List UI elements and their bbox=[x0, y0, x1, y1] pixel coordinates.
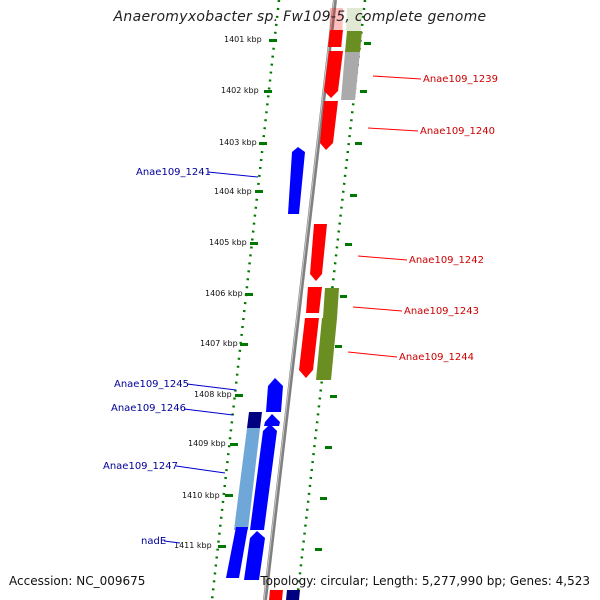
gene-anae109-1239[interactable] bbox=[324, 51, 343, 98]
reverse-gene-labels: Anae109_1241 Anae109_1245 Anae109_1246 A… bbox=[103, 167, 211, 547]
gene-label-anae109-1243[interactable]: Anae109_1243 bbox=[404, 306, 479, 317]
kbp-ticks bbox=[218, 39, 277, 548]
topology-label: Topology: circular; Length: 5,277,990 bp… bbox=[260, 574, 590, 588]
gene-anae109-1244[interactable] bbox=[299, 318, 319, 378]
gene-label-anae109-1242[interactable]: Anae109_1242 bbox=[409, 255, 484, 266]
gene-nade[interactable] bbox=[226, 527, 248, 578]
tick-1405 bbox=[250, 242, 258, 245]
tick-1411 bbox=[218, 545, 226, 548]
tick-1403 bbox=[259, 142, 267, 145]
genome-axis bbox=[263, 0, 337, 600]
gene-bottom-red[interactable] bbox=[269, 590, 283, 600]
cds-top-olive bbox=[345, 31, 362, 52]
gene-label-anae109-1246[interactable]: Anae109_1246 bbox=[111, 403, 186, 414]
kbp-label: 1410 kbp bbox=[182, 491, 220, 500]
kbp-label: 1411 kbp bbox=[174, 541, 212, 550]
kbp-label: 1403 kbp bbox=[219, 138, 257, 147]
gene-label-anae109-1241[interactable]: Anae109_1241 bbox=[136, 167, 211, 178]
gene-label-anae109-1239[interactable]: Anae109_1239 bbox=[423, 74, 498, 85]
tick-1406 bbox=[245, 293, 253, 296]
gene-label-anae109-1244[interactable]: Anae109_1244 bbox=[399, 352, 474, 363]
gene-label-anae109-1240[interactable]: Anae109_1240 bbox=[420, 126, 495, 137]
tick-1407 bbox=[240, 343, 248, 346]
forward-gene-labels: Anae109_1239 Anae109_1240 Anae109_1242 A… bbox=[399, 74, 498, 363]
cds-olive-1244 bbox=[316, 318, 337, 380]
reverse-strand-genes bbox=[226, 147, 305, 580]
right-rail-ticks bbox=[315, 42, 371, 551]
gene-label-anae109-1245[interactable]: Anae109_1245 bbox=[114, 379, 189, 390]
kbp-label: 1408 kbp bbox=[194, 390, 232, 399]
gene-anae109-1243[interactable] bbox=[306, 287, 322, 313]
kbp-label: 1406 kbp bbox=[205, 289, 243, 298]
tick-1402 bbox=[264, 90, 272, 93]
kbp-label: 1404 kbp bbox=[214, 187, 252, 196]
gene-anae109-1246-upper[interactable] bbox=[264, 414, 280, 426]
accession-label: Accession: NC_009675 bbox=[9, 574, 146, 588]
cds-grey bbox=[341, 52, 360, 100]
page-title: Anaeromyxobacter sp. Fw109-5, complete g… bbox=[113, 9, 487, 25]
tick-1401 bbox=[269, 39, 277, 42]
cds-top-olive-faint bbox=[346, 8, 362, 31]
kbp-labels: 1401 kbp 1402 kbp 1403 kbp 1404 kbp 1405… bbox=[174, 35, 262, 550]
gene-anae109-1241[interactable] bbox=[288, 147, 305, 214]
cds-features bbox=[286, 8, 362, 600]
gene-anae109-1247-shadow bbox=[234, 428, 260, 530]
gene-bottom-blue[interactable] bbox=[244, 531, 265, 580]
gene-anae109-1245[interactable] bbox=[266, 378, 283, 412]
kbp-label: 1407 kbp bbox=[200, 339, 238, 348]
cds-olive-1243 bbox=[323, 288, 339, 318]
gene-anae109-1246-cds bbox=[247, 412, 262, 428]
gene-label-anae109-1247[interactable]: Anae109_1247 bbox=[103, 461, 178, 472]
gene-label-nade[interactable]: nadE bbox=[141, 536, 166, 547]
forward-strand-genes bbox=[269, 8, 343, 600]
cds-bottom-blue bbox=[286, 590, 300, 600]
tick-1410 bbox=[225, 494, 233, 497]
tick-1408 bbox=[235, 394, 243, 397]
tick-1409 bbox=[230, 443, 238, 446]
genome-axis-highlight bbox=[263, 0, 335, 600]
kbp-label: 1409 kbp bbox=[188, 439, 226, 448]
tick-1404 bbox=[255, 190, 263, 193]
kbp-label: 1401 kbp bbox=[224, 35, 262, 44]
gene-anae109-1247[interactable] bbox=[250, 424, 277, 530]
forward-leader-lines bbox=[347, 75, 422, 358]
reverse-leader-lines bbox=[163, 171, 259, 544]
gene-anae109-1240[interactable] bbox=[320, 101, 338, 150]
gene-top-red-solid[interactable] bbox=[328, 30, 343, 47]
kbp-label: 1402 kbp bbox=[221, 86, 259, 95]
gene-anae109-1242[interactable] bbox=[310, 224, 327, 281]
kbp-label: 1405 kbp bbox=[209, 238, 247, 247]
